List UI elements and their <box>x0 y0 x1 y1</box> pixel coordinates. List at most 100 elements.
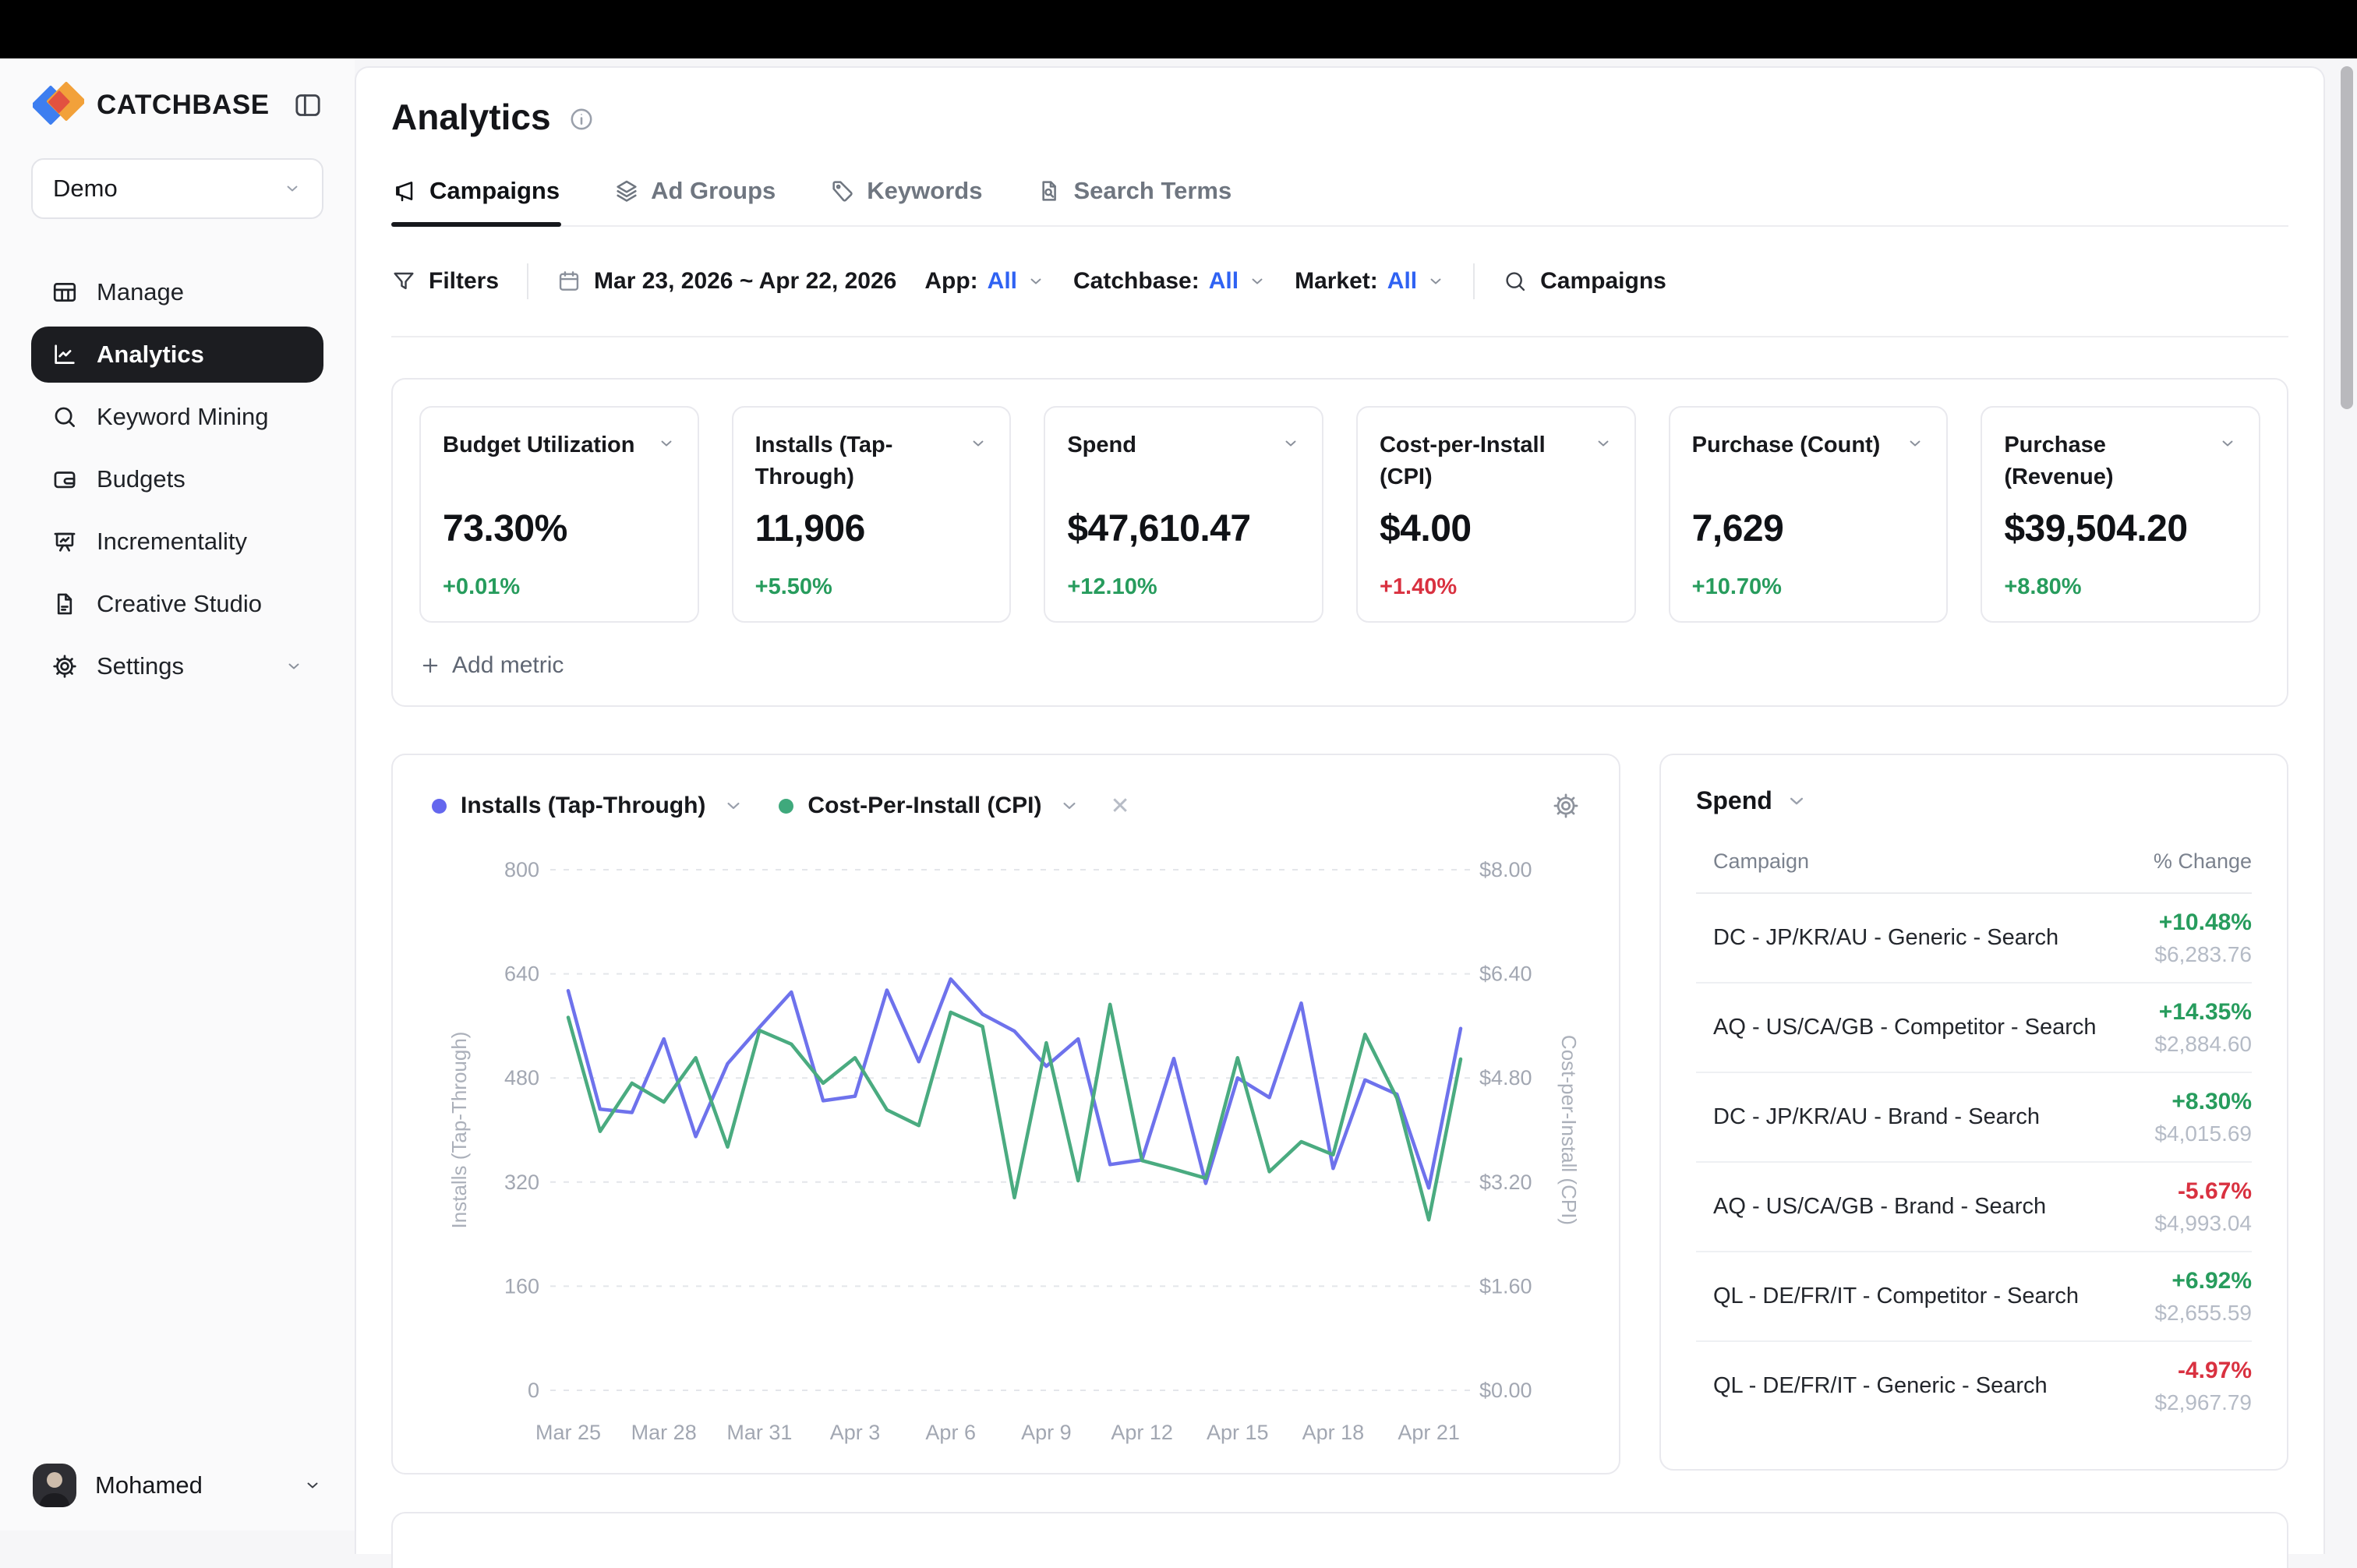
main-content: Analytics Campaigns Ad Groups Keywords Sear… <box>355 66 2325 1568</box>
chevron-down-icon <box>1027 272 1045 291</box>
doc-search-icon <box>1037 178 1062 203</box>
campaign-name: QL - DE/FR/IT - Generic - Search <box>1713 1373 2048 1398</box>
gear-icon <box>51 653 78 680</box>
spend-amount: $2,967.79 <box>2154 1390 2252 1414</box>
metric-card-installs-tap-through: Installs (Tap-Through) 11,906 +5.50% <box>731 406 1012 623</box>
sidebar-item-manage[interactable]: Manage <box>31 264 323 320</box>
spend-table-row[interactable]: DC - JP/KR/AU - Generic - Search +10.48% $… <box>1696 894 2252 984</box>
spend-panel-title: Spend <box>1696 786 1772 814</box>
spend-table-row[interactable]: AQ - US/CA/GB - Brand - Search -5.67% $4,9… <box>1696 1163 2252 1252</box>
next-section-card <box>391 1512 2288 1568</box>
spend-amount: $2,655.59 <box>2154 1300 2252 1325</box>
svg-text:Cost-per-Install (CPI): Cost-per-Install (CPI) <box>1557 1035 1581 1225</box>
metric-value: $47,610.47 <box>1067 508 1251 549</box>
campaign-name: AQ - US/CA/GB - Competitor - Search <box>1713 1015 2097 1040</box>
legend-dot-icon <box>432 798 447 814</box>
tab-ad-groups[interactable]: Ad Groups <box>613 174 777 225</box>
sidebar-item-incrementality[interactable]: Incrementality <box>31 514 323 570</box>
metric-card-purchase-revenue: Purchase (Revenue) $39,504.20 +8.80% <box>1981 406 2260 623</box>
tab-campaigns[interactable]: Campaigns <box>391 174 562 227</box>
sidebar-item-creative-studio[interactable]: Creative Studio <box>31 576 323 632</box>
svg-text:$0.00: $0.00 <box>1479 1379 1532 1402</box>
chart-settings-gear-icon[interactable] <box>1552 792 1580 820</box>
chevron-down-icon[interactable] <box>1594 434 1613 453</box>
filter-label: Market: <box>1295 268 1378 294</box>
metric-label: Purchase (Revenue) <box>2004 433 2114 489</box>
tab-label: Search Terms <box>1073 177 1232 204</box>
workspace-select[interactable]: Demo <box>31 158 323 219</box>
info-icon[interactable] <box>568 106 595 132</box>
document-icon <box>51 591 78 617</box>
remove-metric-icon[interactable]: ✕ <box>1110 793 1130 819</box>
funnel-icon <box>391 269 416 294</box>
scrollbar[interactable] <box>2341 66 2353 409</box>
legend-installs-tap-through[interactable]: Installs (Tap-Through) <box>432 793 744 819</box>
metrics-panel: Budget Utilization 73.30% +0.01% Installs (… <box>391 378 2288 707</box>
metric-label: Spend <box>1067 433 1136 457</box>
tab-keywords[interactable]: Keywords <box>829 174 984 225</box>
metric-value: 7,629 <box>1691 508 1784 549</box>
metric-card-spend: Spend $47,610.47 +12.10% <box>1044 406 1323 623</box>
sidebar-item-budgets[interactable]: Budgets <box>31 451 323 507</box>
svg-text:Apr 15: Apr 15 <box>1207 1421 1269 1444</box>
sidebar-item-settings[interactable]: Settings <box>31 638 323 694</box>
spend-table-row[interactable]: DC - JP/KR/AU - Brand - Search +8.30% $4,0… <box>1696 1073 2252 1163</box>
brand-name: CATCHBASE <box>97 90 270 120</box>
filter-app[interactable]: App: All <box>924 268 1045 295</box>
svg-text:$3.20: $3.20 <box>1479 1171 1532 1194</box>
metric-label: Cost-per-Install (CPI) <box>1379 433 1546 489</box>
spend-metric-select[interactable]: Spend <box>1696 786 2252 815</box>
add-metric-button[interactable]: Add metric <box>419 652 2260 679</box>
wallet-icon <box>51 466 78 493</box>
spend-table-row[interactable]: AQ - US/CA/GB - Competitor - Search +14.3… <box>1696 984 2252 1073</box>
sidebar-collapse-icon[interactable] <box>292 90 323 121</box>
spend-table-row[interactable]: QL - DE/FR/IT - Generic - Search -4.97% $2… <box>1696 1342 2252 1430</box>
date-range-picker[interactable]: Mar 23, 2026 ~ Apr 22, 2026 <box>557 268 896 295</box>
svg-text:Apr 6: Apr 6 <box>925 1421 976 1444</box>
tab-label: Keywords <box>867 177 983 204</box>
svg-text:Apr 21: Apr 21 <box>1398 1421 1460 1444</box>
svg-text:320: 320 <box>504 1171 539 1194</box>
filters-button[interactable]: Filters <box>391 268 499 295</box>
metric-delta: +10.70% <box>1691 574 1782 599</box>
svg-text:Apr 9: Apr 9 <box>1021 1421 1072 1444</box>
user-menu[interactable]: Mohamed <box>33 1464 322 1507</box>
svg-text:480: 480 <box>504 1066 539 1089</box>
sidebar-item-keyword-mining[interactable]: Keyword Mining <box>31 389 323 445</box>
chevron-down-icon[interactable] <box>1906 434 1924 453</box>
sidebar-item-analytics[interactable]: Analytics <box>31 327 323 383</box>
sidebar-nav: Manage Analytics Keyword Mining Budgets Incr… <box>31 264 323 694</box>
spend-table-body: DC - JP/KR/AU - Generic - Search +10.48% $… <box>1696 894 2252 1430</box>
filter-catchbase[interactable]: Catchbase: All <box>1073 268 1267 295</box>
filter-market[interactable]: Market: All <box>1295 268 1445 295</box>
metric-value: 73.30% <box>443 508 567 549</box>
campaign-search[interactable]: Campaigns <box>1503 268 1666 295</box>
metric-delta: +0.01% <box>443 574 521 599</box>
chevron-down-icon[interactable] <box>657 434 676 453</box>
filters-label: Filters <box>429 268 500 294</box>
campaign-name: DC - JP/KR/AU - Generic - Search <box>1713 925 2059 950</box>
chevron-down-icon[interactable] <box>1281 434 1300 453</box>
change-percent: +8.30% <box>2171 1088 2252 1114</box>
metric-value: $4.00 <box>1379 508 1472 549</box>
spend-amount: $2,884.60 <box>2154 1031 2252 1056</box>
metric-value: $39,504.20 <box>2004 508 2188 549</box>
svg-text:800: 800 <box>504 858 539 881</box>
change-percent: +14.35% <box>2158 998 2252 1025</box>
sidebar: CATCHBASE Demo Manage Analytics Keyword Mi… <box>0 58 355 1531</box>
legend-cost-per-install-cpi[interactable]: Cost-Per-Install (CPI) <box>779 793 1080 819</box>
metric-delta: +5.50% <box>754 574 832 599</box>
filter-value: All <box>987 268 1018 294</box>
filter-label: Catchbase: <box>1073 268 1200 294</box>
metric-grid: Budget Utilization 73.30% +0.01% Installs (… <box>419 406 2260 623</box>
filter-dropdowns: App: All Catchbase: All Market: All <box>924 268 1445 295</box>
chevron-down-icon[interactable] <box>2218 434 2237 453</box>
installs-cpi-chart[interactable]: 0 $0.00 160 $1.60 320 $3.20 480 $4.80 640 $6.40 80… <box>432 841 1583 1457</box>
date-range-value: Mar 23, 2026 ~ Apr 22, 2026 <box>594 268 897 294</box>
spend-table-row[interactable]: QL - DE/FR/IT - Competitor - Search +6.92… <box>1696 1252 2252 1342</box>
tab-search-terms[interactable]: Search Terms <box>1035 174 1233 225</box>
change-column-header: % Change <box>2153 849 2252 873</box>
change-percent: +6.92% <box>2171 1267 2252 1294</box>
metric-delta: +12.10% <box>1067 574 1157 599</box>
chevron-down-icon[interactable] <box>969 434 988 453</box>
